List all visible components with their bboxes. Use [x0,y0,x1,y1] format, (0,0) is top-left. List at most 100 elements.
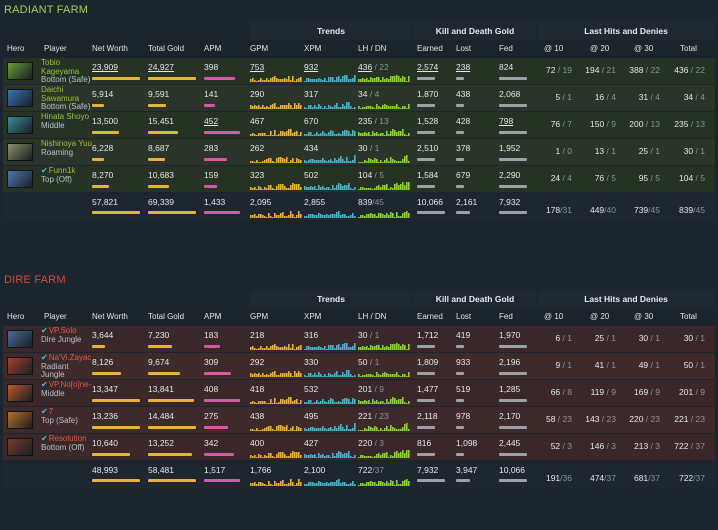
player-row[interactable]: ✔Resolution Bottom (Off) 10,640 13,252 342 40… [3,434,715,461]
header-lost[interactable]: Lost [456,312,472,321]
total-lh-dn: 839/45 [358,197,384,207]
player-row[interactable]: ✔Funn1k Top (Off) 8,270 10,683 159 323 502 104 … [3,166,715,193]
spark-bar [346,370,348,377]
hero-portrait[interactable] [7,411,33,429]
player-name-cell[interactable]: ✔Resolution Bottom (Off) [41,434,93,452]
hero-portrait[interactable] [7,89,33,107]
player-row[interactable]: Hinata Shoyo Middle 13,500 15,451 452 467 670 2… [3,112,715,139]
player-name[interactable]: Nishinoya Yuu [41,139,92,148]
player-row[interactable]: ✔VP.No[o]ne- Middle 13,347 13,841 408 418 532 2… [3,380,715,407]
player-name[interactable]: Funn1k [48,166,76,175]
player-name-cell[interactable]: Tobio Kageyama Bottom (Safe) [41,58,93,85]
hero-portrait[interactable] [7,384,33,402]
header-lost[interactable]: Lost [456,44,472,53]
player-name-cell[interactable]: ✔VP.Solo Dire Jungle [41,326,93,344]
spark-bar [360,187,362,190]
spark-bar [276,403,278,404]
hero-portrait[interactable] [7,170,33,188]
header-net-worth[interactable]: Net Worth [92,44,128,53]
hero-portrait[interactable] [7,357,33,375]
earned: 1,712 [417,330,438,340]
header-total-gold[interactable]: Total Gold [148,44,185,53]
header-hero[interactable]: Hero [7,44,25,53]
spark-bar [352,160,354,163]
player-row[interactable]: Nishinoya Yuu Roaming 6,228 8,687 283 262 434 3… [3,139,715,166]
spark-bar [266,188,268,190]
player-row[interactable]: ✔Na'Vi.Zayac Radiant Jungle 8,126 9,674 309 2… [3,353,715,380]
player-name-cell[interactable]: Hinata Shoyo Middle [41,112,93,130]
lh-at-10-sep: / [555,65,563,75]
player-name[interactable]: Tobio Kageyama [41,58,80,76]
spark-bar [348,131,350,136]
hero-portrait[interactable] [7,62,33,80]
spark-bar [406,376,408,377]
player-name-cell[interactable]: ✔7 Top (Safe) [41,407,93,425]
spark-bar [274,398,276,404]
header-fed[interactable]: Fed [499,44,513,53]
header-at10[interactable]: @ 10 [544,44,564,53]
player-row[interactable]: Tobio Kageyama Bottom (Safe) 23,909 24,927 3… [3,58,715,85]
player-name-cell[interactable]: ✔Na'Vi.Zayac Radiant Jungle [41,353,93,380]
total-kdg-bar [499,479,527,482]
player-name[interactable]: Hinata Shoyo [41,112,90,121]
player-row[interactable]: Daichi Sawamura Bottom (Safe) 5,914 9,591 14… [3,85,715,112]
player-name[interactable]: Na'Vi.Zayac [48,353,92,362]
spark-bar [322,158,324,163]
header-at30[interactable]: @ 30 [634,312,654,321]
hero-portrait[interactable] [7,143,33,161]
spark-bar [322,483,324,486]
header-fed[interactable]: Fed [499,312,513,321]
header-at20[interactable]: @ 20 [590,44,610,53]
header-player[interactable]: Player [44,312,67,321]
player-name[interactable]: VP.No[o]ne- [48,380,92,389]
player-row[interactable]: ✔VP.Solo Dire Jungle 3,644 7,230 183 218 316 30… [3,326,715,353]
header-at30[interactable]: @ 30 [634,44,654,53]
spark-bar [266,135,268,136]
header-earned[interactable]: Earned [417,312,443,321]
player-name-cell[interactable]: Nishinoya Yuu Roaming [41,139,93,157]
player-name[interactable]: 7 [48,407,54,416]
player-name-cell[interactable]: ✔Funn1k Top (Off) [41,166,93,184]
header-xpm[interactable]: XPM [304,312,322,321]
player-name-cell[interactable]: ✔VP.No[o]ne- Middle [41,380,93,398]
header-at10[interactable]: @ 10 [544,312,564,321]
header-hero[interactable]: Hero [7,312,25,321]
header-gpm[interactable]: GPM [250,312,269,321]
spark-bar [254,105,256,109]
lh-at-10-dn: 1 [567,360,572,370]
header-total[interactable]: Total [680,44,697,53]
header-xpm[interactable]: XPM [304,44,322,53]
lh-at-10-sep: / [560,92,568,102]
spark-bar [312,455,314,458]
hero-portrait[interactable] [7,330,33,348]
header-at20[interactable]: @ 20 [590,312,610,321]
spark-bar [388,106,390,109]
header-earned[interactable]: Earned [417,44,443,53]
header-lhdn[interactable]: LH / DN [358,44,387,53]
xpm: 330 [304,357,318,367]
spark-bar [282,212,284,218]
spark-bar [376,427,378,431]
player-name[interactable]: Daichi Sawamura [41,85,80,103]
header-lhdn[interactable]: LH / DN [358,312,387,321]
spark-bar [364,347,366,350]
player-name-cell[interactable]: Daichi Sawamura Bottom (Safe) [41,85,93,112]
header-player[interactable]: Player [44,44,67,53]
hero-portrait[interactable] [7,116,33,134]
earned-value: 1,809 [417,357,439,367]
header-gpm[interactable]: GPM [250,44,269,53]
header-total[interactable]: Total [680,312,697,321]
header-apm[interactable]: APM [204,44,222,53]
player-name[interactable]: VP.Solo [48,326,77,335]
spark-bar [360,215,362,218]
lh-at-20-sep: / [604,173,612,183]
spark-bar [376,484,378,486]
header-apm[interactable]: APM [204,312,222,321]
player-name[interactable]: Resolution [48,434,87,443]
hero-portrait[interactable] [7,438,33,456]
header-net-worth[interactable]: Net Worth [92,312,128,321]
spark-bar [402,129,404,136]
spark-bar [262,401,264,404]
player-row[interactable]: ✔7 Top (Safe) 13,236 14,484 275 438 495 221 / 2… [3,407,715,434]
header-total-gold[interactable]: Total Gold [148,312,185,321]
